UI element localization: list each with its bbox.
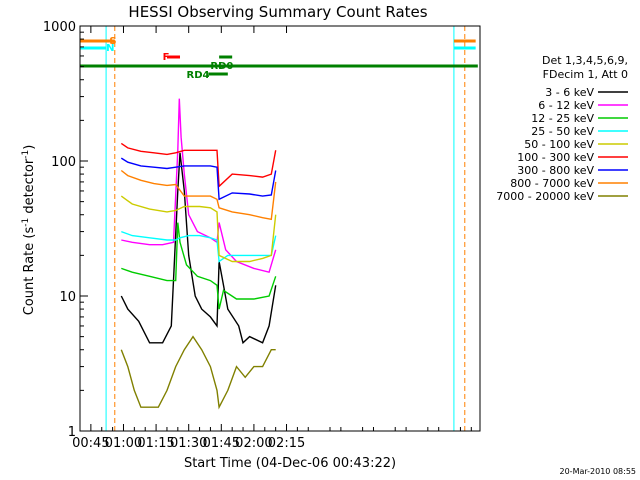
legend-label-5: 100 - 300 keV [517, 151, 594, 164]
series-line-1 [121, 98, 277, 274]
series-line-2 [121, 222, 277, 310]
x-tick-label: 01:30 [170, 436, 207, 451]
flag-label-n: N [106, 43, 114, 54]
x-axis-title: Start Time (04-Dec-06 00:43:22) [184, 456, 396, 471]
legend-header-1: Det 1,3,4,5,6,9, [542, 54, 628, 67]
x-tick-label: 01:00 [105, 436, 142, 451]
series-line-7 [120, 169, 277, 221]
series-line-0 [120, 152, 277, 345]
legend-label-0: 3 - 6 keV [545, 86, 594, 99]
flag-label-f: F [163, 52, 170, 63]
y-axis: 1 10 100 1000 [43, 20, 88, 440]
chart-title: HESSI Observing Summary Count Rates [128, 3, 427, 21]
flag-label-rd4: RD4 [187, 70, 210, 81]
x-tick-label: 00:45 [72, 436, 109, 451]
legend-label-4: 50 - 100 keV [524, 138, 594, 151]
series-line-6 [120, 157, 277, 201]
legend-label-2: 12 - 25 keV [531, 112, 594, 125]
legend-label-3: 25 - 50 keV [531, 125, 594, 138]
series-line-4 [120, 195, 277, 263]
series-line-8 [120, 335, 276, 410]
flag-label-rd0: RD0 [210, 61, 233, 72]
legend-header-2: FDecim 1, Att 0 [543, 68, 628, 81]
series-line-5 [120, 142, 277, 188]
y-tick-label: 1 [68, 425, 76, 440]
series-line-3 [121, 230, 277, 263]
y-tick-label: 1000 [43, 20, 76, 35]
legend-label-8: 7000 - 20000 keV [496, 190, 594, 203]
plot-frame [79, 25, 481, 432]
y-tick-label: 100 [51, 155, 76, 170]
y-tick-label: 10 [59, 290, 76, 305]
x-tick-label: 01:15 [137, 436, 174, 451]
footer-timestamp: 20-Mar-2010 08:55 [560, 467, 637, 476]
y-axis-title: Count Rate (s-1 detector-1) [21, 145, 37, 316]
flag-label-s: S [109, 36, 116, 47]
legend-label-7: 800 - 7000 keV [510, 177, 594, 190]
legend-label-1: 6 - 12 keV [538, 99, 594, 112]
x-tick-label: 02:00 [235, 436, 272, 451]
legend: Det 1,3,4,5,6,9, FDecim 1, Att 0 3 - 6 k… [496, 54, 628, 203]
x-tick-label: 01:45 [203, 436, 240, 451]
legend-label-6: 300 - 800 keV [517, 164, 594, 177]
x-tick-label: 02:15 [268, 436, 305, 451]
